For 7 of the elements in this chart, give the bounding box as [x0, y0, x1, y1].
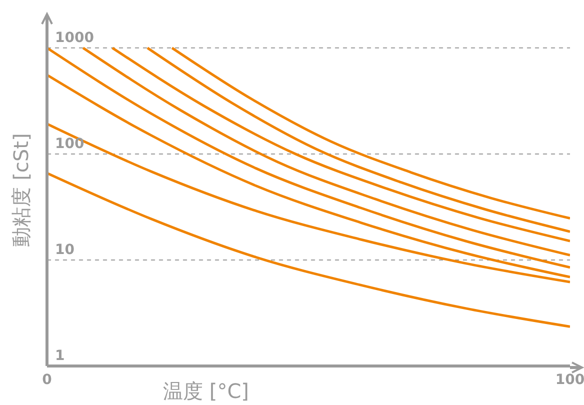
y-tick-label: 100	[55, 136, 84, 152]
y-tick-label: 10	[55, 242, 75, 258]
y-axis-title: 動粘度 [cSt]	[9, 133, 33, 247]
y-tick-label: 1	[55, 348, 65, 364]
y-tick-label: 1000	[55, 30, 94, 46]
x-tick-label: 0	[42, 372, 52, 388]
x-axis-title: 温度 [°C]	[163, 379, 249, 403]
